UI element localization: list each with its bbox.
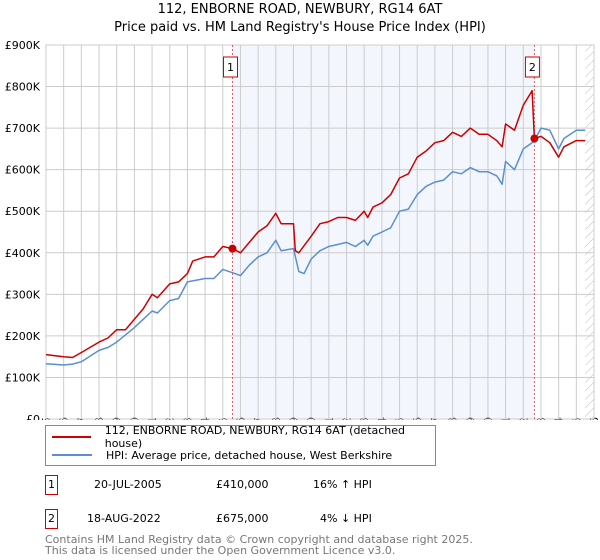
sale-label: 1 bbox=[227, 61, 234, 74]
sale-label: 2 bbox=[529, 61, 536, 74]
hpi-line bbox=[45, 127, 586, 366]
y-tick-label: £0 bbox=[26, 413, 40, 420]
sale-label-box bbox=[222, 56, 238, 78]
transaction-date: 20-JUL-2005 bbox=[94, 478, 162, 491]
transaction-badge: 1 bbox=[45, 475, 58, 495]
y-tick-label: £900K bbox=[5, 39, 41, 52]
transaction-hpi: 4% ↓ HPI bbox=[320, 512, 372, 525]
legend-label: HPI: Average price, detached house, West… bbox=[106, 448, 393, 462]
chart-subtitle: Price paid vs. HM Land Registry's House … bbox=[114, 20, 486, 35]
line-chart: 1995199619971998199920002001200220032004… bbox=[5, 39, 600, 420]
legend: 112, ENBORNE ROAD, NEWBURY, RG14 6AT (de… bbox=[45, 424, 436, 466]
footer-copyright: Contains HM Land Registry data © Crown c… bbox=[45, 533, 473, 546]
property-price-line bbox=[45, 89, 586, 359]
transaction-date: 18-AUG-2022 bbox=[87, 512, 161, 525]
footer-licence: This data is licensed under the Open Gov… bbox=[45, 544, 396, 557]
legend-item-property: 112, ENBORNE ROAD, NEWBURY, RG14 6AT (de… bbox=[52, 424, 435, 450]
y-tick-label: £500K bbox=[5, 205, 41, 218]
transaction-price: £410,000 bbox=[216, 478, 269, 491]
y-tick-label: £600K bbox=[5, 164, 41, 177]
transaction-price: £675,000 bbox=[216, 512, 269, 525]
y-tick-label: £800K bbox=[5, 81, 41, 94]
plot-frame bbox=[45, 44, 595, 420]
sale-point bbox=[530, 134, 539, 143]
y-tick-label: £200K bbox=[5, 330, 41, 343]
sale-point bbox=[228, 244, 237, 253]
y-tick-label: £700K bbox=[5, 122, 41, 135]
sale-label-box bbox=[524, 56, 540, 78]
legend-swatch-red bbox=[52, 436, 91, 438]
chart-title: 112, ENBORNE ROAD, NEWBURY, RG14 6AT bbox=[157, 2, 443, 17]
legend-label: 112, ENBORNE ROAD, NEWBURY, RG14 6AT (de… bbox=[104, 424, 406, 450]
y-tick-label: £300K bbox=[5, 288, 41, 301]
y-tick-label: £400K bbox=[5, 247, 41, 260]
legend-item-hpi: HPI: Average price, detached house, West… bbox=[52, 447, 392, 463]
transaction-badge: 2 bbox=[45, 509, 58, 529]
legend-swatch-blue bbox=[52, 454, 92, 456]
transaction-hpi: 16% ↑ HPI bbox=[313, 478, 372, 491]
y-tick-label: £100K bbox=[5, 371, 41, 384]
forecast-hatch bbox=[585, 45, 594, 419]
